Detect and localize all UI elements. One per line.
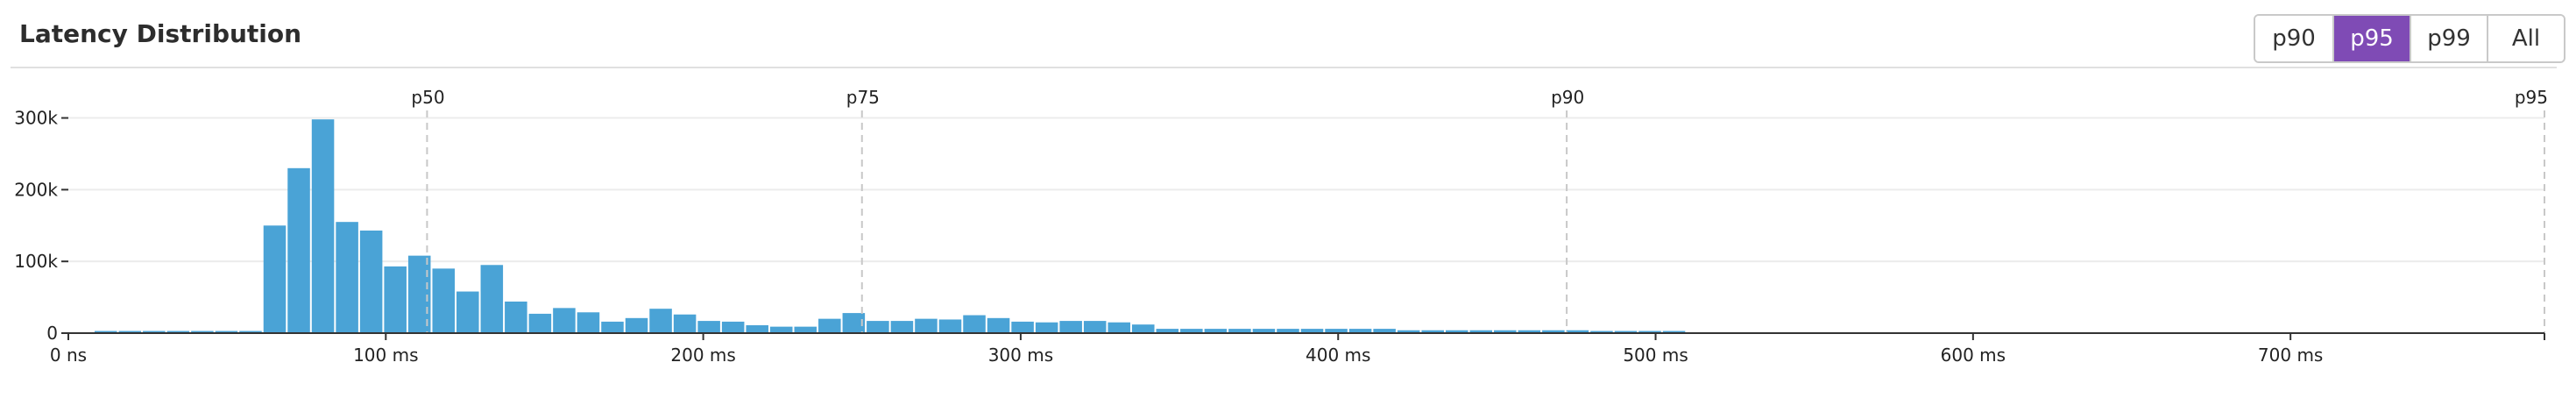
- histogram-bar[interactable]: [1083, 321, 1107, 333]
- histogram-bar[interactable]: [1348, 329, 1372, 333]
- histogram-bar[interactable]: [746, 325, 768, 333]
- histogram-bar[interactable]: [166, 330, 190, 333]
- x-tick-label: 200 ms: [670, 345, 735, 366]
- histogram-bar[interactable]: [1132, 324, 1155, 333]
- histogram-bar[interactable]: [118, 330, 142, 333]
- histogram-bar[interactable]: [673, 314, 697, 333]
- histogram-bar[interactable]: [1156, 329, 1179, 333]
- histogram-bar[interactable]: [263, 225, 287, 333]
- histogram-bar[interactable]: [987, 317, 1010, 333]
- histogram-bars: [94, 119, 1686, 333]
- all-button[interactable]: All: [2487, 16, 2564, 61]
- x-tick-label: 100 ms: [353, 345, 418, 366]
- percentile-selector: p90 p95 p99 All: [2254, 14, 2565, 63]
- histogram-bar[interactable]: [1566, 330, 1589, 333]
- histogram-bar[interactable]: [1252, 329, 1276, 333]
- histogram-bar[interactable]: [1518, 330, 1541, 333]
- histogram-bar[interactable]: [505, 302, 527, 333]
- histogram-bar[interactable]: [1445, 330, 1468, 333]
- x-tick-label: 0 ns: [50, 345, 87, 366]
- histogram-bar[interactable]: [867, 321, 889, 333]
- histogram-bar[interactable]: [601, 321, 624, 333]
- histogram-bar[interactable]: [1180, 329, 1203, 333]
- percentile-marker-label: p50: [411, 87, 444, 108]
- histogram-bar[interactable]: [1228, 329, 1251, 333]
- histogram-bar[interactable]: [287, 167, 310, 333]
- histogram-bar[interactable]: [1590, 330, 1613, 333]
- histogram-bar[interactable]: [143, 330, 166, 333]
- histogram-bar[interactable]: [890, 321, 914, 333]
- y-tick-label: 100k: [14, 251, 58, 272]
- histogram-bar[interactable]: [456, 291, 479, 333]
- histogram-bar[interactable]: [794, 326, 817, 333]
- histogram-bar[interactable]: [553, 308, 576, 333]
- percentile-marker-label: p90: [1551, 87, 1584, 108]
- histogram-bar[interactable]: [528, 313, 552, 333]
- y-tick-label: 0: [46, 323, 58, 344]
- percentile-marker-label: p75: [846, 87, 880, 108]
- histogram-bar[interactable]: [384, 266, 407, 333]
- histogram-bar[interactable]: [1035, 322, 1058, 333]
- histogram-bar[interactable]: [1494, 330, 1517, 333]
- histogram-bar[interactable]: [1662, 330, 1686, 333]
- histogram-bar[interactable]: [1542, 330, 1565, 333]
- histogram-bar[interactable]: [359, 231, 383, 333]
- x-tick-label: 500 ms: [1623, 345, 1688, 366]
- percentile-markers: p50 p75 p90 p95: [411, 87, 2548, 333]
- histogram-bar[interactable]: [1204, 329, 1228, 333]
- p95-button[interactable]: p95: [2332, 16, 2410, 61]
- histogram-bar[interactable]: [191, 330, 214, 333]
- y-tick-label: 300k: [14, 108, 58, 129]
- histogram-bar[interactable]: [1059, 321, 1082, 333]
- x-tick-label: 700 ms: [2258, 345, 2323, 366]
- histogram-bar[interactable]: [1421, 330, 1444, 333]
- histogram-bar[interactable]: [215, 330, 238, 333]
- grid-lines: [68, 117, 2544, 263]
- histogram-bar[interactable]: [1397, 330, 1420, 333]
- histogram-bar[interactable]: [938, 319, 962, 333]
- histogram-bar[interactable]: [1614, 330, 1638, 333]
- percentile-marker-label: p95: [2515, 87, 2548, 108]
- axes: 0 100k 200k 300k 0 ns 100 ms 200 ms 300 ms 400 m…: [14, 108, 2545, 366]
- histogram-bar[interactable]: [94, 330, 117, 333]
- histogram-bar[interactable]: [963, 315, 986, 333]
- histogram-bar[interactable]: [311, 119, 335, 333]
- histogram-bar[interactable]: [915, 318, 938, 333]
- histogram-bar[interactable]: [1373, 329, 1396, 333]
- histogram-bar[interactable]: [697, 321, 720, 333]
- header-divider: [11, 67, 2557, 68]
- histogram-bar[interactable]: [1325, 329, 1348, 333]
- histogram-bar[interactable]: [1108, 322, 1131, 333]
- x-tick-label: 600 ms: [1941, 345, 2006, 366]
- histogram-bar[interactable]: [625, 317, 648, 333]
- histogram-bar[interactable]: [1277, 329, 1299, 333]
- p90-button[interactable]: p90: [2255, 16, 2332, 61]
- y-tick-label: 200k: [14, 179, 58, 200]
- histogram-bar[interactable]: [1011, 321, 1034, 333]
- histogram-bar[interactable]: [336, 222, 358, 333]
- x-tick-label: 400 ms: [1306, 345, 1370, 366]
- histogram-bar[interactable]: [721, 321, 745, 333]
- histogram-bar[interactable]: [1638, 330, 1661, 333]
- histogram-bar[interactable]: [432, 268, 456, 333]
- histogram-bar[interactable]: [577, 312, 600, 333]
- histogram-bar[interactable]: [480, 265, 504, 333]
- histogram-bar[interactable]: [649, 309, 672, 333]
- histogram-bar[interactable]: [842, 313, 866, 333]
- histogram-bar[interactable]: [1469, 330, 1493, 333]
- histogram-bar[interactable]: [1300, 329, 1324, 333]
- histogram-bar[interactable]: [239, 330, 262, 333]
- panel-title: Latency Distribution: [19, 19, 302, 48]
- p99-button[interactable]: p99: [2410, 16, 2487, 61]
- histogram-bar[interactable]: [818, 318, 841, 333]
- histogram-bar[interactable]: [769, 326, 793, 333]
- x-tick-label: 300 ms: [988, 345, 1053, 366]
